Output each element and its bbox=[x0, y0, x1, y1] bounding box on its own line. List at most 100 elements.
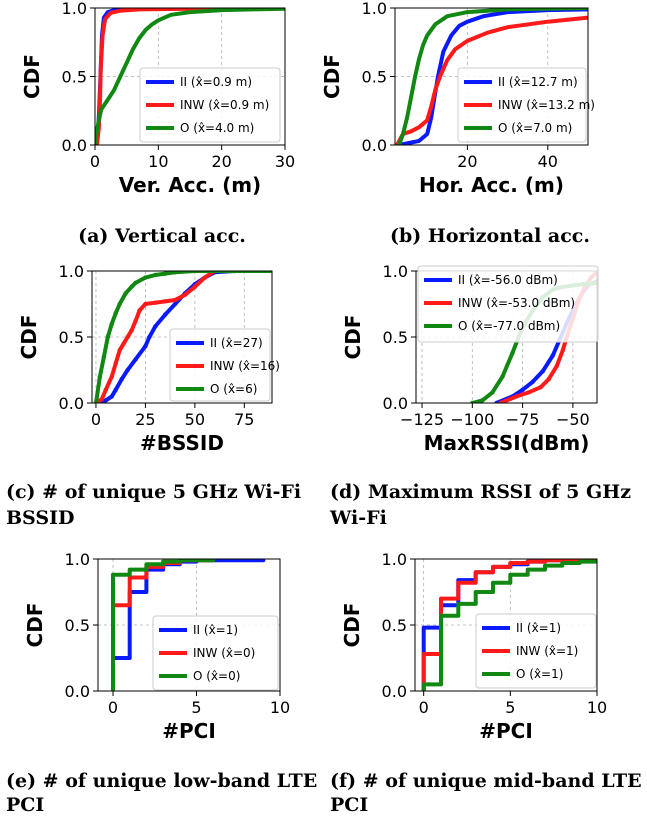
legend bbox=[457, 67, 587, 143]
panel-caption: PCI bbox=[6, 794, 44, 816]
data-point bbox=[119, 377, 124, 382]
y-tick-label: 0.5 bbox=[382, 616, 407, 635]
data-point bbox=[143, 301, 148, 307]
x-tick-label: 50 bbox=[185, 410, 205, 429]
data-point bbox=[147, 334, 152, 340]
data-point bbox=[133, 357, 138, 362]
panel-caption: (f) # of unique mid-band LTE bbox=[330, 770, 642, 792]
y-tick-label: 1.0 bbox=[382, 550, 407, 569]
y-tick-label: 0.5 bbox=[362, 68, 387, 87]
data-point bbox=[232, 271, 237, 274]
data-point bbox=[510, 350, 515, 356]
legend-label-inw: INW (x̂=1) bbox=[516, 644, 578, 658]
data-point bbox=[133, 318, 138, 324]
legend bbox=[417, 265, 599, 343]
data-point bbox=[93, 400, 99, 403]
data-point bbox=[560, 348, 566, 353]
y-tick-label: 0.0 bbox=[382, 682, 407, 701]
series-line-o bbox=[94, 271, 272, 403]
data-point bbox=[550, 353, 555, 358]
data-point bbox=[133, 280, 138, 286]
x-tick-label: 0 bbox=[108, 698, 118, 717]
data-point bbox=[269, 271, 272, 274]
data-point bbox=[129, 328, 134, 333]
x-tick-label: −125 bbox=[400, 410, 444, 429]
series-line-inw bbox=[421, 559, 597, 691]
legend bbox=[139, 67, 281, 143]
x-axis-label: #PCI bbox=[162, 719, 216, 743]
x-tick-label: 0 bbox=[91, 410, 101, 429]
panel-caption: (d) Maximum RSSI of 5 GHz bbox=[330, 481, 631, 503]
data-point bbox=[153, 272, 158, 278]
series-line-inw bbox=[395, 15, 588, 145]
y-tick-label: 0.0 bbox=[62, 136, 87, 155]
legend-label-inw: INW (x̂=-53.0 dBm) bbox=[458, 296, 575, 310]
legend-label-ii: II (x̂=1) bbox=[193, 623, 238, 637]
data-point bbox=[514, 394, 519, 399]
data-point bbox=[494, 400, 499, 403]
x-tick-label: 0 bbox=[90, 152, 100, 171]
data-point bbox=[520, 387, 525, 392]
data-point bbox=[113, 387, 118, 392]
data-point bbox=[153, 324, 158, 329]
series-line-inw bbox=[95, 8, 285, 145]
legend-label-o: O (x̂=7.0 m) bbox=[498, 121, 572, 135]
x-tick-label: 20 bbox=[211, 152, 231, 171]
legend bbox=[475, 613, 597, 689]
legend-label-ii: II (x̂=0.9 m) bbox=[180, 75, 252, 89]
x-axis-label: Ver. Acc. (m) bbox=[119, 173, 261, 197]
y-tick-label: 0.5 bbox=[383, 328, 408, 347]
chart-panel-b: 20 40 0.0 0.5 1.0 Hor. Acc. (m) CDF II (x̂=12.7… bbox=[320, 0, 595, 247]
data-point bbox=[546, 377, 551, 382]
legend bbox=[169, 328, 271, 402]
y-tick-label: 0.0 bbox=[65, 682, 90, 701]
legend-label-ii: II (x̂=1) bbox=[516, 621, 561, 635]
panel-caption: (c) # of unique 5 GHz Wi-Fi bbox=[6, 481, 301, 503]
data-point bbox=[192, 271, 198, 274]
x-tick-label: 0 bbox=[419, 698, 429, 717]
x-tick-label: 10 bbox=[148, 152, 168, 171]
y-tick-label: 1.0 bbox=[62, 0, 87, 18]
y-tick-label: 1.0 bbox=[59, 262, 84, 281]
x-axis-label: Hor. Acc. (m) bbox=[419, 173, 564, 197]
x-tick-label: 5 bbox=[191, 698, 201, 717]
data-point bbox=[117, 301, 122, 307]
series-group bbox=[395, 8, 588, 145]
y-tick-label: 1.0 bbox=[65, 550, 90, 569]
data-point bbox=[554, 363, 559, 369]
legend-label-inw: INW (x̂=13.2 m) bbox=[498, 98, 595, 112]
y-axis-label: CDF bbox=[341, 315, 365, 360]
series-group bbox=[421, 559, 597, 691]
chart-panel-e: 0 5 10 0.0 0.5 1.0 #PCI CDF II (x̂=1) INW (x̂=0) O… bbox=[6, 550, 317, 816]
data-point bbox=[490, 390, 495, 395]
data-point bbox=[117, 348, 122, 353]
chart-panel-f: 0 5 10 0.0 0.5 1.0 #PCI CDF II (x̂=1) INW (x̂=1) O… bbox=[330, 550, 642, 816]
chart-panel-a: 0 10 20 30 0.0 0.5 1.0 Ver. Acc. (m) CDF II (x̂=0… bbox=[20, 0, 295, 247]
data-point bbox=[172, 301, 178, 307]
data-point bbox=[137, 308, 142, 313]
legend-label-ii: II (x̂=27) bbox=[210, 336, 263, 350]
data-point bbox=[212, 271, 217, 274]
x-tick-label: 5 bbox=[505, 698, 515, 717]
data-point bbox=[530, 379, 535, 385]
data-point bbox=[162, 299, 168, 304]
y-tick-label: 0.5 bbox=[65, 616, 90, 635]
x-tick-label: 30 bbox=[275, 152, 295, 171]
legend bbox=[152, 615, 279, 691]
legend-label-o: O (x̂=-77.0 dBm) bbox=[458, 319, 560, 333]
legend-label-inw: INW (x̂=16) bbox=[210, 359, 280, 373]
data-point bbox=[153, 300, 158, 305]
data-point bbox=[109, 394, 114, 399]
y-axis-label: CDF bbox=[320, 54, 344, 99]
y-axis-label: CDF bbox=[340, 603, 364, 648]
data-point bbox=[526, 390, 531, 395]
x-axis-label: #PCI bbox=[479, 719, 533, 743]
x-tick-label: 10 bbox=[587, 698, 607, 717]
data-point bbox=[182, 292, 188, 297]
legend-label-o: O (x̂=6) bbox=[210, 382, 257, 396]
y-axis-label: CDF bbox=[17, 315, 41, 360]
series-group bbox=[95, 8, 285, 145]
data-point bbox=[113, 311, 118, 316]
y-tick-label: 0.5 bbox=[59, 328, 84, 347]
chart-panel-c: 0 25 50 75 0.0 0.5 1.0 #BSSID CDF II (x̂=27) INW (… bbox=[6, 262, 301, 529]
